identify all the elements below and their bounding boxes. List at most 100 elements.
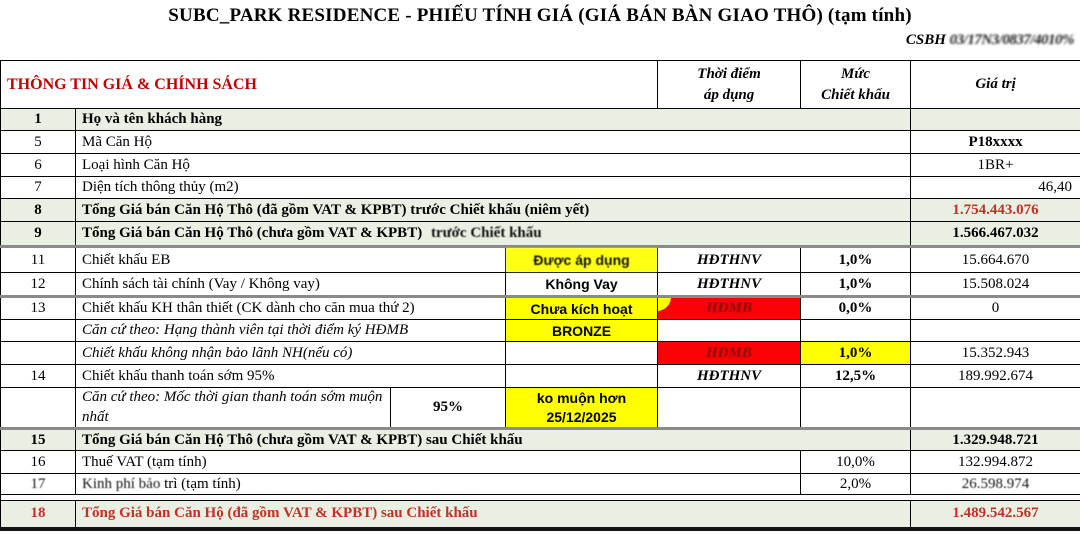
value-cell: 26.598.974 [910, 473, 1080, 495]
row-label-obscured: Kinh phí bảo [82, 475, 161, 492]
value-cell: 0 [910, 295, 1080, 320]
row-num: 13 [0, 295, 76, 320]
header-time-line2: áp dụng [703, 86, 755, 103]
value-cell: 1.489.542.567 [910, 500, 1080, 531]
status-cell: Được áp dụng [504, 245, 659, 273]
status-cell [504, 341, 659, 365]
row-label: Mã Căn Hộ [74, 130, 912, 154]
table-row: 13 Chiết khấu KH thân thiết (CK dành cho… [0, 295, 1080, 320]
rate-cell: 1,0% [800, 341, 912, 365]
row-label-obscured: trước Chiết khấu [430, 225, 542, 241]
value-cell: 1.329.948.721 [910, 427, 1080, 451]
deadline-line2: 25/12/2025 [546, 408, 617, 425]
price-table: THÔNG TIN GIÁ & CHÍNH SÁCH Thời điểm áp … [0, 60, 1080, 531]
row-label: Chiết khấu không nhận bảo lãnh NH(nếu có… [75, 341, 506, 365]
row-num: 15 [0, 427, 76, 451]
value-cell: 1BR+ [910, 153, 1080, 177]
value-cell: P18xxxx [910, 130, 1080, 154]
table-row: 17 Kinh phí bảo trì (tạm tính) 2,0% 26.5… [0, 473, 1080, 495]
row-label: Tổng Giá bán Căn Hộ Thô (đã gồm VAT & KP… [74, 198, 912, 222]
row-label: Căn cứ theo: Mốc thời gian thanh toán sớ… [75, 387, 391, 429]
row-num [0, 387, 76, 429]
table-row: Căn cứ theo: Hạng thành viên tại thời đi… [0, 319, 1080, 342]
time-cell-text: HĐMB [706, 300, 752, 316]
value-cell [910, 387, 1080, 429]
table-row: 5 Mã Căn Hộ P18xxxx [0, 130, 1080, 154]
table-row: Chiết khấu không nhận bảo lãnh NH(nếu có… [0, 341, 1080, 365]
time-cell: HĐTHNV [657, 245, 802, 273]
status-cell [504, 364, 659, 388]
time-cell: HĐTHNV [657, 272, 802, 297]
table-row: 18 Tổng Giá bán Căn Hộ (đã gồm VAT & KPB… [0, 500, 1080, 531]
row-num: 1 [0, 108, 76, 131]
time-cell [657, 387, 802, 429]
title-bar: SUBC_PARK RESIDENCE - PHIẾU TÍNH GIÁ (GI… [0, 0, 1080, 60]
table-row: 7 Diện tích thông thủy (m2) 46,40 [0, 176, 1080, 199]
row-label: Kinh phí bảo trì (tạm tính) [74, 473, 802, 495]
page-title: SUBC_PARK RESIDENCE - PHIẾU TÍNH GIÁ (GI… [168, 5, 912, 26]
header-value: Giá trị [910, 60, 1080, 109]
csbh-obscured-value: 03/17N3/0837/4010% [949, 32, 1075, 48]
row-num: 14 [0, 364, 76, 388]
value-cell [910, 108, 1080, 131]
row-label: Tổng Giá bán Căn Hộ (đã gồm VAT & KPBT) … [74, 500, 912, 531]
row-num: 16 [0, 450, 76, 474]
row-label: Chính sách tài chính (Vay / Không vay) [75, 272, 506, 297]
row-label: Chiết khấu KH thân thiết (CK dành cho că… [75, 295, 506, 320]
table-row: 8 Tổng Giá bán Căn Hộ Thô (đã gồm VAT & … [0, 198, 1080, 222]
row-label-text: Tổng Giá bán Căn Hộ Thô (chưa gồm VAT & … [82, 225, 423, 241]
table-row: 1 Họ và tên khách hàng [0, 108, 1080, 131]
row-label-text: trì (tạm tính) [164, 475, 241, 492]
status-cell: Không Vay [504, 272, 659, 297]
header-info: THÔNG TIN GIÁ & CHÍNH SÁCH [0, 60, 659, 109]
row-num: 9 [0, 221, 76, 247]
rate-cell: 1,0% [800, 245, 912, 273]
status-cell: Chưa kích hoạt [504, 295, 659, 320]
table-row: 11 Chiết khấu EB Được áp dụng HĐTHNV 1,0… [0, 245, 1080, 273]
time-cell [657, 319, 802, 342]
table-row: 14 Chiết khấu thanh toán sớm 95% HĐTHNV … [0, 364, 1080, 388]
row-num [0, 341, 76, 365]
row-num: 6 [0, 153, 76, 177]
value-cell: 15.664.670 [910, 245, 1080, 273]
rate-cell: 12,5% [800, 364, 912, 388]
row-num [0, 319, 76, 342]
row-num: 12 [0, 272, 76, 297]
row-num: 7 [0, 176, 76, 199]
row-label: Họ và tên khách hàng [74, 108, 912, 131]
rate-cell [800, 319, 912, 342]
value-cell: 132.994.872 [910, 450, 1080, 474]
percent-cell: 95% [390, 387, 506, 429]
table-row: 6 Loại hình Căn Hộ 1BR+ [0, 153, 1080, 177]
row-label: Thuế VAT (tạm tính) [74, 450, 802, 474]
csbh-prefix: CSBH [905, 32, 946, 48]
row-num: 18 [0, 500, 76, 531]
row-num: 11 [0, 245, 76, 273]
header-rate-line1: Mức [841, 66, 871, 83]
value-cell: 46,40 [910, 176, 1080, 199]
time-cell: HĐTHNV [657, 364, 802, 388]
header-time-line1: Thời điểm [697, 66, 761, 83]
time-cell: HĐMB [657, 295, 802, 320]
value-cell: 189.992.674 [910, 364, 1080, 388]
time-cell-text: HĐMB [706, 344, 752, 361]
deadline-line1: ko muộn hơn [536, 390, 627, 407]
value-cell: 1.566.467.032 [910, 221, 1080, 247]
row-label: Diện tích thông thủy (m2) [74, 176, 912, 199]
header-time: Thời điểm áp dụng [657, 60, 802, 109]
value-cell: 15.508.024 [910, 272, 1080, 297]
row-label: Tổng Giá bán Căn Hộ Thô (chưa gồm VAT & … [74, 427, 912, 451]
corner-notch [658, 299, 672, 311]
rate-cell: 0,0% [800, 295, 912, 320]
table-row: 16 Thuế VAT (tạm tính) 10,0% 132.994.872 [0, 450, 1080, 474]
row-num: 8 [0, 198, 76, 222]
table-header-row: THÔNG TIN GIÁ & CHÍNH SÁCH Thời điểm áp … [0, 60, 1080, 109]
rate-cell: 2,0% [800, 473, 912, 495]
table-row: 12 Chính sách tài chính (Vay / Không vay… [0, 272, 1080, 297]
row-label: Chiết khấu thanh toán sớm 95% [75, 364, 506, 388]
row-label: Chiết khấu EB [75, 245, 506, 273]
row-num: 17 [0, 473, 76, 495]
rate-cell: 10,0% [800, 450, 912, 474]
header-rate: Mức Chiết khấu [800, 60, 912, 109]
value-cell: 1.754.443.076 [910, 198, 1080, 222]
